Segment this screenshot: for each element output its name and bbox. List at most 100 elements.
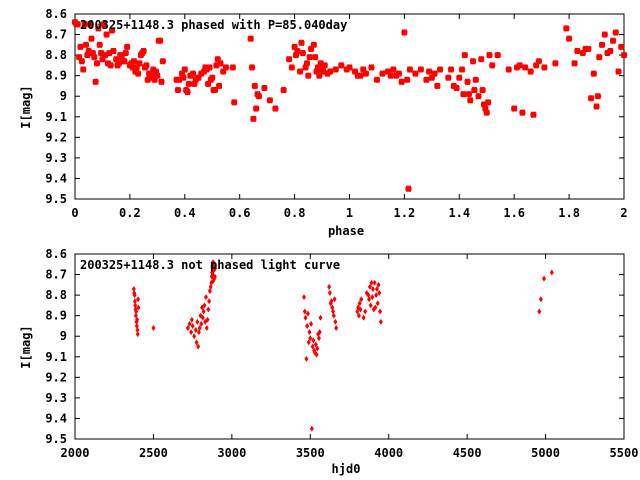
- data-point-shape: [379, 71, 386, 76]
- y-tick-label: 9.5: [45, 192, 67, 206]
- x-tick-label: 1.8: [558, 206, 580, 220]
- data-point: [135, 331, 140, 338]
- data-point: [194, 339, 199, 346]
- y-tick-label: 8.9: [45, 309, 67, 323]
- data-point-shape: [343, 67, 350, 72]
- data-point: [197, 325, 202, 331]
- data-point-shape: [450, 83, 457, 88]
- data-point-shape: [566, 36, 573, 41]
- data-point-shape: [482, 106, 489, 111]
- data-point: [199, 320, 204, 327]
- data-point: [200, 314, 205, 321]
- data-point-shape: [393, 73, 400, 78]
- data-point-shape: [494, 53, 501, 58]
- data-point-shape: [317, 61, 324, 66]
- data-point: [195, 318, 200, 325]
- data-point-shape: [489, 63, 496, 68]
- data-point-shape: [395, 71, 402, 76]
- data-point-shape: [74, 22, 81, 27]
- data-point-shape: [176, 77, 183, 82]
- data-point-shape: [579, 51, 586, 56]
- data-point-shape: [148, 73, 155, 78]
- data-point-shape: [390, 67, 397, 72]
- data-point-shape: [143, 63, 150, 68]
- data-point: [190, 322, 195, 329]
- data-point: [307, 329, 312, 336]
- x-tick-label: 4500: [453, 446, 482, 460]
- data-point-shape: [610, 38, 617, 43]
- data-point-shape: [618, 44, 625, 49]
- data-point-shape: [588, 96, 595, 101]
- y-tick-label: 9.3: [45, 151, 67, 165]
- chart-title: 200325+1148.3 phased with P=85.040day: [80, 18, 347, 32]
- data-point-shape: [220, 69, 227, 74]
- data-point-shape: [247, 36, 254, 41]
- data-point-shape: [184, 90, 191, 95]
- data-point-shape: [368, 65, 375, 70]
- data-point: [371, 285, 376, 292]
- y-tick-label: 9.4: [45, 171, 67, 185]
- y-tick-label: 9: [60, 89, 67, 103]
- data-point-shape: [104, 61, 111, 66]
- data-point-shape: [306, 55, 313, 60]
- data-point-shape: [185, 81, 192, 86]
- data-point-shape: [303, 61, 310, 66]
- data-point: [317, 329, 322, 336]
- data-point-shape: [401, 30, 408, 35]
- data-point: [305, 322, 310, 329]
- data-point: [207, 298, 212, 305]
- data-point-shape: [93, 61, 100, 66]
- x-tick-label: 4000: [374, 446, 403, 460]
- data-point: [373, 304, 378, 311]
- data-point-shape: [297, 69, 304, 74]
- x-tick-label: 0.6: [229, 206, 251, 220]
- y-tick-label: 8.7: [45, 268, 67, 282]
- data-point-shape: [84, 53, 91, 58]
- data-point: [327, 283, 332, 290]
- data-points: [72, 19, 627, 192]
- data-point: [151, 325, 156, 331]
- data-point-shape: [519, 110, 526, 115]
- data-point-shape: [91, 55, 98, 60]
- data-point-shape: [594, 94, 601, 99]
- data-point: [549, 269, 554, 276]
- data-point-shape: [522, 65, 529, 70]
- y-tick-label: 8.6: [45, 7, 67, 21]
- data-point-shape: [459, 67, 466, 72]
- data-point-shape: [302, 65, 309, 70]
- data-point-shape: [470, 59, 477, 64]
- data-point-shape: [327, 69, 334, 74]
- data-point-shape: [321, 63, 328, 68]
- data-point-shape: [266, 98, 273, 103]
- data-point-shape: [102, 53, 109, 58]
- data-point: [332, 296, 337, 303]
- data-point-shape: [460, 92, 467, 97]
- data-point-shape: [465, 92, 472, 97]
- y-tick-label: 8.8: [45, 48, 67, 62]
- data-point-shape: [107, 63, 114, 68]
- data-point-shape: [387, 73, 394, 78]
- data-point-shape: [437, 67, 444, 72]
- data-point-shape: [115, 61, 122, 66]
- data-point-shape: [471, 88, 478, 93]
- data-point: [196, 343, 201, 350]
- data-point-shape: [292, 53, 299, 58]
- data-point-shape: [131, 59, 138, 64]
- data-point-shape: [571, 61, 578, 66]
- y-axis-label: I[mag]: [19, 325, 33, 368]
- data-point: [316, 335, 321, 342]
- data-point-shape: [596, 55, 603, 60]
- data-point: [359, 296, 364, 303]
- unphased-light-curve-panel: 8.6 8.7 8.8 8.9 9 9.1 9.2 9.3 9.4 9.5 2000 2500 300…: [19, 247, 638, 476]
- data-point-shape: [593, 104, 600, 109]
- data-point-shape: [467, 98, 474, 103]
- data-point-shape: [533, 63, 540, 68]
- data-point-shape: [217, 61, 224, 66]
- data-point: [369, 279, 374, 286]
- data-point: [537, 308, 542, 315]
- y-tick-label: 9.2: [45, 130, 67, 144]
- data-point-shape: [475, 94, 482, 99]
- data-point-shape: [179, 71, 186, 76]
- data-point: [372, 279, 377, 286]
- data-point-shape: [136, 61, 143, 66]
